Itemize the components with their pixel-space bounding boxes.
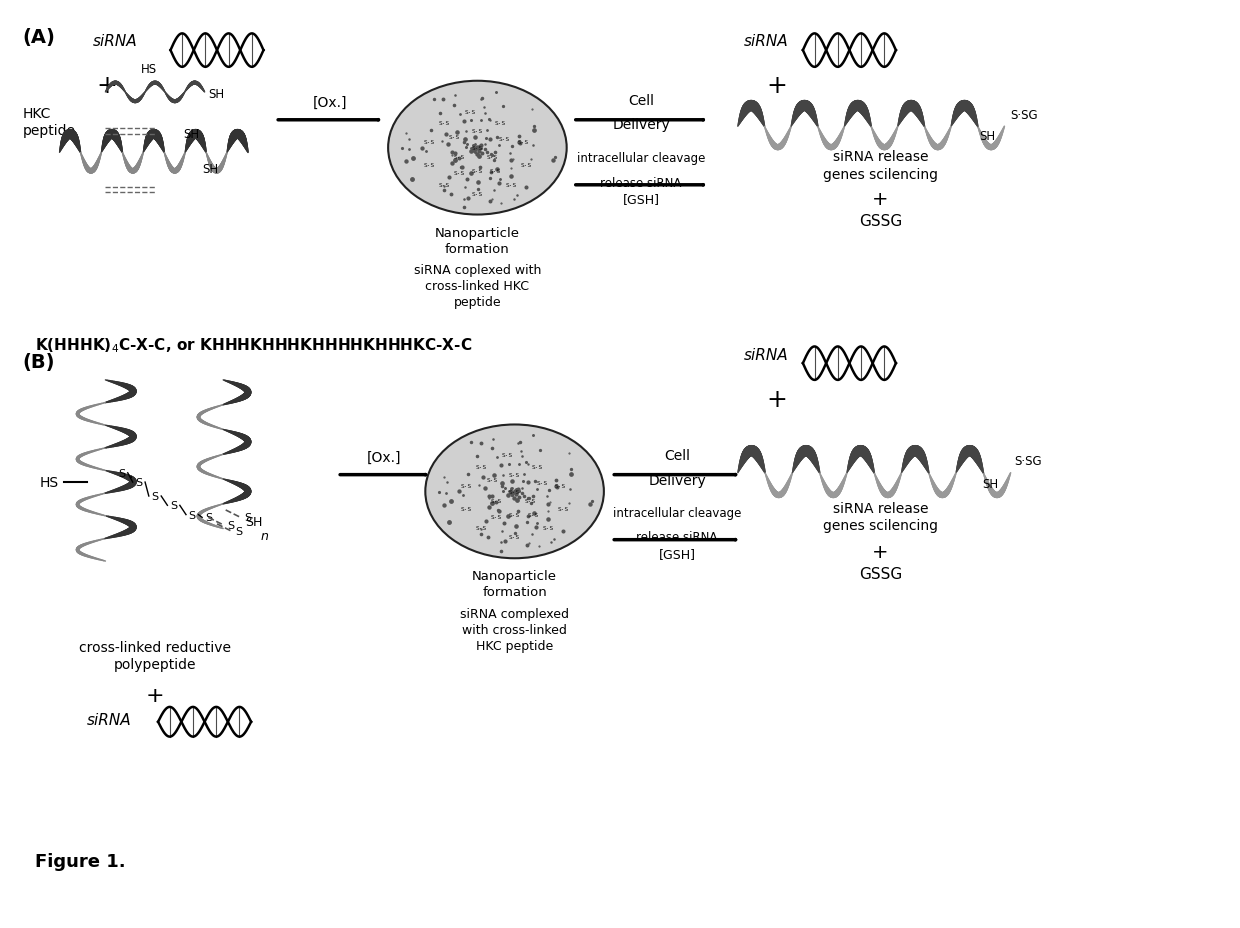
Text: S·S: S·S: [486, 478, 497, 483]
Text: +: +: [766, 74, 787, 98]
Text: HKC
peptide: HKC peptide: [22, 107, 76, 138]
Text: n: n: [260, 530, 268, 543]
Text: S·S: S·S: [423, 163, 434, 168]
Text: [Ox.]: [Ox.]: [312, 96, 347, 110]
Circle shape: [425, 425, 604, 559]
Text: S·S: S·S: [460, 507, 471, 511]
Text: +: +: [145, 685, 165, 705]
Text: S·SG: S·SG: [1014, 455, 1042, 468]
Text: SH: SH: [246, 515, 263, 528]
Text: GSSG: GSSG: [859, 213, 901, 228]
Text: siRNA: siRNA: [87, 713, 131, 728]
Text: S·S: S·S: [495, 121, 506, 126]
Text: S·S: S·S: [476, 464, 487, 470]
Text: Delivery: Delivery: [649, 473, 706, 487]
Text: S·S: S·S: [439, 182, 450, 187]
Text: S·S: S·S: [491, 498, 502, 503]
Text: S·S: S·S: [423, 140, 434, 146]
Text: +: +: [766, 388, 787, 412]
Text: S·S: S·S: [471, 146, 484, 151]
Text: S: S: [151, 492, 159, 501]
Text: SH: SH: [208, 88, 224, 101]
Text: S·S: S·S: [505, 182, 516, 187]
Text: S·S: S·S: [491, 514, 502, 520]
Text: S: S: [227, 521, 234, 530]
Text: S·S: S·S: [454, 155, 465, 160]
Text: siRNA coplexed with
cross-linked HKC
peptide: siRNA coplexed with cross-linked HKC pep…: [414, 264, 541, 308]
Text: S·S: S·S: [517, 140, 528, 146]
Text: S·S: S·S: [487, 155, 498, 160]
Text: S·S: S·S: [554, 483, 565, 489]
Text: S·S: S·S: [464, 110, 475, 115]
Text: [Ox.]: [Ox.]: [367, 450, 402, 464]
Text: S: S: [205, 513, 212, 522]
Text: HS: HS: [40, 475, 58, 490]
Text: siRNA release
genes scilencing: siRNA release genes scilencing: [823, 150, 937, 182]
Text: SH: SH: [982, 478, 998, 491]
Text: S: S: [170, 501, 177, 510]
Circle shape: [388, 82, 567, 215]
Text: release siRNA: release siRNA: [600, 176, 682, 189]
Text: siRNA complexed
with cross-linked
HKC peptide: siRNA complexed with cross-linked HKC pe…: [460, 607, 569, 651]
Text: S·S: S·S: [532, 464, 543, 470]
Text: [GSH]: [GSH]: [622, 193, 660, 206]
Text: +: +: [97, 74, 118, 98]
Text: S·S: S·S: [501, 453, 512, 458]
Text: +: +: [872, 190, 889, 209]
Text: Cell: Cell: [665, 448, 689, 462]
Text: +: +: [872, 543, 889, 561]
Text: siRNA: siRNA: [744, 34, 789, 49]
Text: S: S: [236, 527, 243, 536]
Text: [GSH]: [GSH]: [658, 548, 696, 561]
Text: HS: HS: [140, 63, 157, 76]
Text: siRNA release
genes scilencing: siRNA release genes scilencing: [823, 501, 937, 533]
Text: (A): (A): [22, 28, 56, 46]
Text: S·S: S·S: [508, 489, 521, 495]
Text: release siRNA: release siRNA: [636, 531, 718, 544]
Text: S·S: S·S: [542, 525, 553, 531]
Text: S·S: S·S: [527, 512, 538, 517]
Text: S·S: S·S: [508, 472, 521, 477]
Text: Cell: Cell: [629, 94, 653, 108]
Text: S: S: [188, 510, 196, 520]
Text: S·S: S·S: [490, 169, 501, 174]
Text: S·S: S·S: [471, 191, 484, 197]
Text: S·S: S·S: [525, 498, 536, 503]
Text: Nanoparticle
formation: Nanoparticle formation: [435, 226, 520, 255]
Text: S·S: S·S: [471, 169, 484, 174]
Text: intracellular cleavage: intracellular cleavage: [577, 152, 706, 165]
Text: S·SG: S·SG: [1011, 109, 1038, 122]
Text: intracellular cleavage: intracellular cleavage: [613, 507, 742, 520]
Text: S·S: S·S: [498, 137, 511, 142]
Text: S·S: S·S: [558, 507, 569, 511]
Text: siRNA: siRNA: [744, 348, 789, 363]
Text: S·S: S·S: [476, 525, 487, 531]
Text: S·S: S·S: [471, 129, 484, 134]
Text: S·S: S·S: [460, 483, 471, 489]
Text: siRNA: siRNA: [93, 34, 138, 49]
Text: S·S: S·S: [508, 512, 521, 517]
Text: S: S: [118, 469, 125, 478]
Text: S: S: [244, 513, 252, 522]
Text: GSSG: GSSG: [859, 566, 901, 581]
Text: S: S: [135, 478, 143, 487]
Text: (B): (B): [22, 353, 55, 371]
Text: Figure 1.: Figure 1.: [35, 852, 125, 870]
Text: cross-linked reductive
polypeptide: cross-linked reductive polypeptide: [79, 640, 231, 672]
Text: S·S: S·S: [521, 163, 532, 168]
Text: SH: SH: [202, 162, 218, 175]
Text: Delivery: Delivery: [613, 118, 670, 132]
Text: Nanoparticle
formation: Nanoparticle formation: [472, 570, 557, 599]
Text: S·S: S·S: [508, 535, 521, 540]
Text: ·: ·: [128, 470, 133, 485]
Text: K(HHHK)$_4$C-X-C, or KHHHKHHHKHHHHKHHHKC-X-C: K(HHHK)$_4$C-X-C, or KHHHKHHHKHHHHKHHHKC…: [35, 336, 472, 354]
Text: S·S: S·S: [449, 135, 460, 139]
Text: SH: SH: [184, 128, 200, 141]
Text: S·S: S·S: [439, 121, 450, 126]
Text: SH: SH: [980, 130, 996, 143]
Text: S·S: S·S: [536, 481, 548, 485]
Text: S·S: S·S: [454, 171, 465, 176]
